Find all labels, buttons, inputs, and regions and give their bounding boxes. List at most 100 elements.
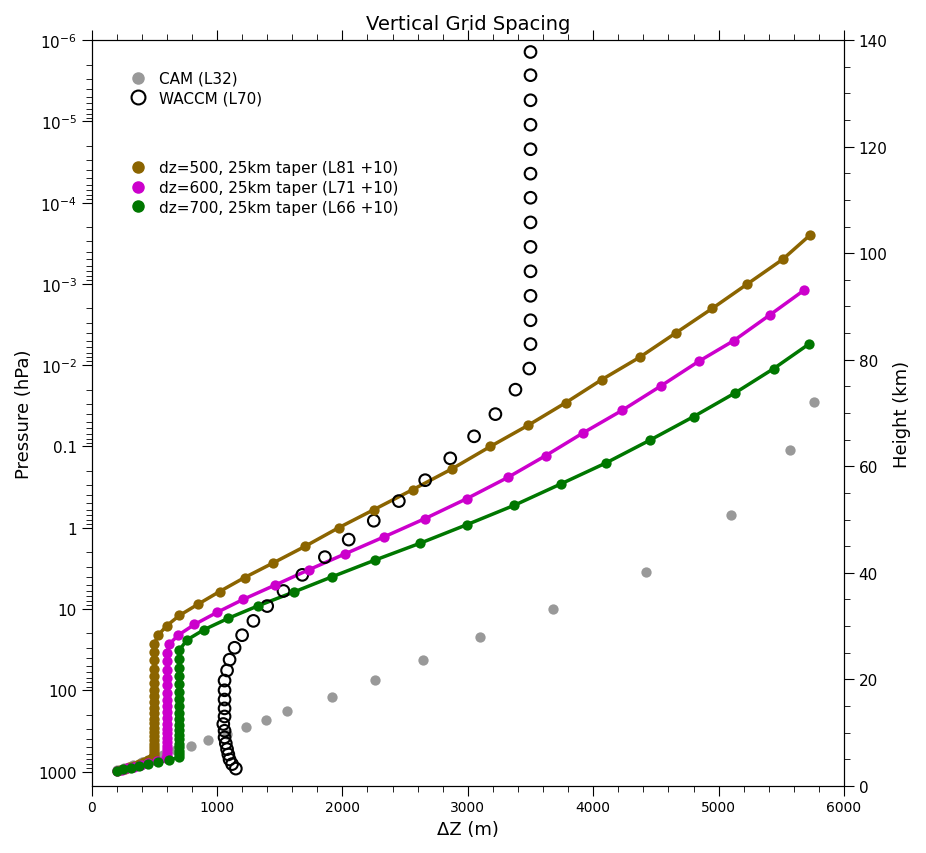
Point [172, 712, 187, 726]
Point [803, 229, 818, 242]
Point [669, 327, 683, 340]
Point [147, 676, 162, 690]
Point [109, 764, 124, 778]
Point [172, 706, 187, 720]
Point [686, 410, 701, 424]
Point [523, 314, 538, 328]
Point [418, 512, 432, 525]
Point [217, 724, 232, 738]
Point [147, 707, 162, 721]
Point [162, 753, 177, 767]
Point [523, 0, 538, 11]
Point [523, 265, 538, 279]
Point [763, 309, 778, 322]
Point [523, 143, 538, 157]
Point [594, 374, 609, 387]
Point [236, 593, 251, 606]
Point [222, 653, 237, 667]
Point [158, 751, 173, 765]
Point [127, 759, 142, 773]
Point [159, 663, 174, 676]
Point [159, 705, 174, 719]
Point [413, 537, 428, 550]
Point [444, 462, 459, 476]
Y-axis label: Height (km): Height (km) [893, 360, 911, 467]
Point [459, 492, 474, 506]
Point [415, 653, 430, 667]
Point [576, 426, 591, 440]
Point [196, 624, 211, 637]
Point [767, 363, 782, 376]
Point [133, 758, 148, 772]
Point [159, 727, 174, 740]
Point [258, 713, 273, 727]
Point [172, 723, 187, 737]
Point [268, 578, 282, 592]
Point [598, 456, 613, 470]
Point [109, 764, 124, 778]
Point [558, 397, 573, 410]
Point [523, 46, 538, 60]
Point [172, 693, 187, 706]
Point [147, 734, 162, 747]
Point [147, 637, 162, 651]
Point [473, 630, 488, 644]
Point [147, 689, 162, 703]
Point [159, 655, 174, 669]
Point [654, 380, 669, 393]
Point [147, 744, 162, 757]
Point [183, 739, 198, 752]
Point [147, 730, 162, 744]
Point [508, 383, 523, 397]
Point [724, 508, 739, 522]
Point [159, 731, 174, 745]
Point [187, 618, 202, 631]
Point [126, 758, 141, 772]
Point [147, 662, 162, 676]
Point [227, 641, 242, 655]
X-axis label: ΔZ (m): ΔZ (m) [437, 820, 499, 838]
Point [147, 717, 162, 730]
Point [120, 762, 135, 775]
Point [217, 710, 232, 723]
Point [144, 751, 159, 765]
Point [172, 661, 187, 675]
Point [286, 586, 301, 600]
Point [728, 386, 743, 400]
Point [216, 717, 231, 731]
Point [109, 764, 124, 778]
Point [159, 619, 174, 633]
Point [691, 355, 706, 368]
Point [406, 484, 420, 497]
Y-axis label: Pressure (hPa): Pressure (hPa) [15, 349, 33, 479]
Point [131, 757, 146, 771]
Point [159, 722, 174, 735]
Point [337, 548, 352, 561]
Point [172, 751, 187, 764]
Point [225, 757, 240, 771]
Legend: dz=500, 25km taper (L81 +10), dz=600, 25km taper (L71 +10), dz=700, 25km taper (: dz=500, 25km taper (L81 +10), dz=600, 25… [119, 157, 404, 220]
Point [131, 760, 146, 774]
Point [807, 395, 821, 409]
Point [172, 609, 187, 623]
Point [156, 748, 170, 762]
Point [141, 753, 156, 767]
Point [147, 683, 162, 697]
Point [159, 693, 174, 706]
Point [459, 519, 474, 532]
Point [172, 670, 187, 683]
Point [802, 338, 817, 351]
Point [201, 734, 216, 747]
Point [221, 748, 236, 762]
Point [159, 699, 174, 713]
Point [147, 722, 162, 735]
Point [367, 503, 382, 517]
Point [147, 740, 162, 754]
Point [523, 119, 538, 132]
Point [368, 554, 382, 567]
Point [301, 563, 316, 577]
Point [523, 217, 538, 230]
Point [234, 629, 249, 642]
Point [144, 751, 159, 765]
Point [123, 761, 138, 775]
